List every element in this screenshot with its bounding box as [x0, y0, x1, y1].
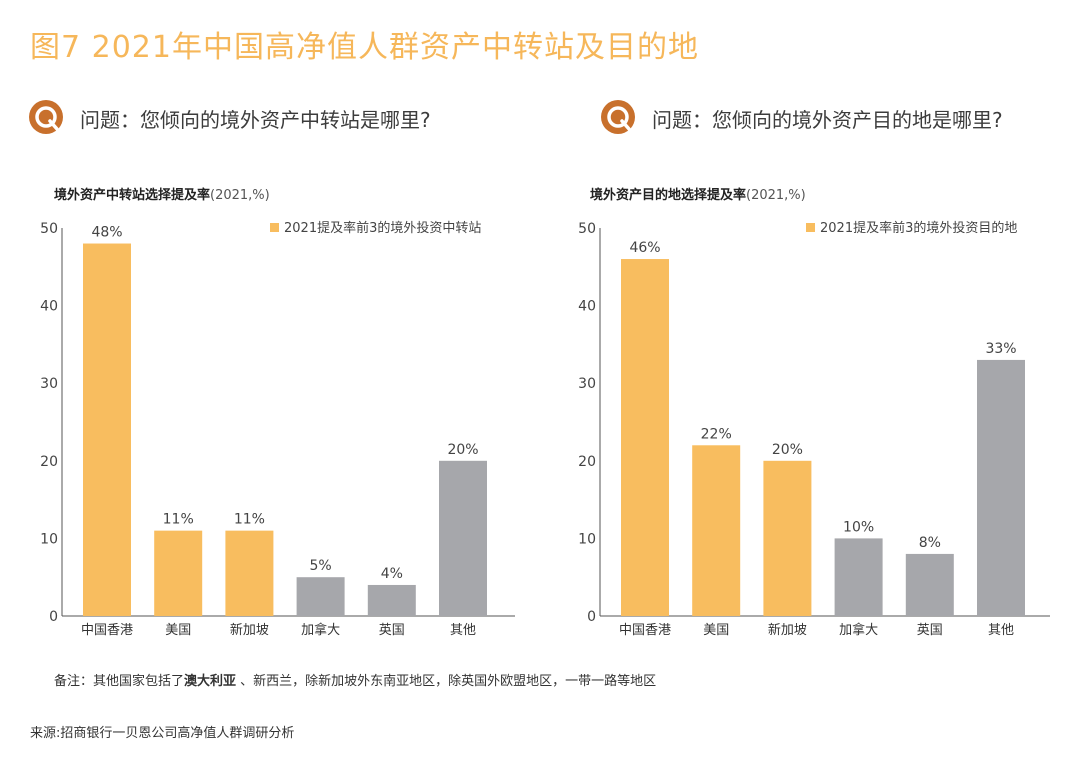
- bar-value-label: 20%: [772, 442, 803, 458]
- y-tick-label: 50: [40, 221, 58, 237]
- x-tick-label: 加拿大: [839, 622, 878, 638]
- footnote: 备注：其他国家包括了澳大利亚 、新西兰，除新加坡外东南亚地区，除英国外欧盟地区，…: [54, 670, 656, 689]
- bar-value-label: 4%: [381, 566, 403, 582]
- footnote-rest: 、新西兰，除新加坡外东南亚地区，除英国外欧盟地区，一带一路等地区: [236, 674, 657, 689]
- bar-value-label: 5%: [309, 558, 331, 574]
- x-tick-label: 美国: [165, 623, 191, 638]
- legend-swatch: [270, 223, 279, 232]
- bar-value-label: 10%: [843, 519, 874, 535]
- bar-value-label: 33%: [985, 341, 1016, 357]
- figure-title: 图7 2021年中国高净值人群资产中转站及目的地: [30, 30, 699, 65]
- x-tick-label: 其他: [450, 623, 476, 638]
- y-tick-label: 0: [49, 609, 58, 625]
- legend-swatch: [806, 223, 815, 232]
- bar-其他: [977, 359, 1025, 616]
- bar-value-label: 46%: [629, 240, 660, 256]
- chart-title: 境外资产中转站选择提及率(2021,%): [54, 187, 270, 203]
- y-tick-label: 30: [40, 376, 58, 392]
- y-tick-label: 0: [587, 609, 596, 625]
- legend-label: 2021提及率前3的境外投资目的地: [820, 220, 1017, 236]
- bar-英国: [905, 553, 954, 616]
- question-left-text: 问题：您倾向的境外资产中转站是哪里?: [80, 107, 431, 132]
- y-tick-label: 40: [578, 299, 596, 315]
- bar-value-label: 22%: [701, 426, 732, 442]
- x-tick-label: 中国香港: [81, 623, 133, 638]
- source-line: 来源:招商银行一贝恩公司高净值人群调研分析: [30, 726, 295, 741]
- y-tick-label: 20: [578, 454, 596, 470]
- bar-加拿大: [834, 538, 883, 616]
- y-tick-label: 20: [40, 454, 58, 470]
- bar-中国香港: [621, 259, 669, 616]
- q-icon: [29, 100, 63, 134]
- bar-美国: [692, 445, 741, 616]
- bar-其他: [439, 460, 487, 616]
- bar-value-label: 8%: [919, 535, 941, 551]
- x-tick-label: 新加坡: [230, 622, 269, 638]
- bar-中国香港: [83, 243, 131, 616]
- x-tick-label: 中国香港: [619, 623, 671, 638]
- bar-value-label: 11%: [163, 512, 194, 528]
- x-tick-label: 加拿大: [301, 622, 340, 638]
- bar-value-label: 20%: [447, 442, 478, 458]
- footnote-prefix: 备注：其他国家包括了: [54, 674, 185, 689]
- bar-加拿大: [296, 577, 345, 616]
- x-tick-label: 英国: [379, 623, 405, 638]
- x-tick-label: 新加坡: [768, 622, 807, 638]
- question-left: 问题：您倾向的境外资产中转站是哪里?: [26, 98, 431, 138]
- y-tick-label: 10: [40, 531, 58, 547]
- chart-title: 境外资产目的地选择提及率(2021,%): [590, 187, 806, 203]
- x-tick-label: 美国: [703, 623, 729, 638]
- bar-value-label: 11%: [234, 512, 265, 528]
- bar-美国: [154, 530, 203, 616]
- x-tick-label: 英国: [917, 623, 943, 638]
- y-tick-label: 30: [578, 376, 596, 392]
- y-tick-label: 10: [578, 531, 596, 547]
- x-tick-label: 其他: [988, 623, 1014, 638]
- y-tick-label: 50: [578, 221, 596, 237]
- bar-新加坡: [225, 530, 274, 616]
- y-tick-label: 40: [40, 299, 58, 315]
- bar-英国: [367, 584, 416, 616]
- bar-新加坡: [763, 460, 812, 616]
- q-icon: [601, 100, 635, 134]
- bar-value-label: 48%: [91, 225, 122, 241]
- question-right: 问题：您倾向的境外资产目的地是哪里?: [598, 98, 1003, 138]
- footnote-bold: 澳大利亚: [184, 674, 237, 689]
- legend-label: 2021提及率前3的境外投资中转站: [284, 220, 481, 236]
- question-right-text: 问题：您倾向的境外资产目的地是哪里?: [652, 107, 1003, 132]
